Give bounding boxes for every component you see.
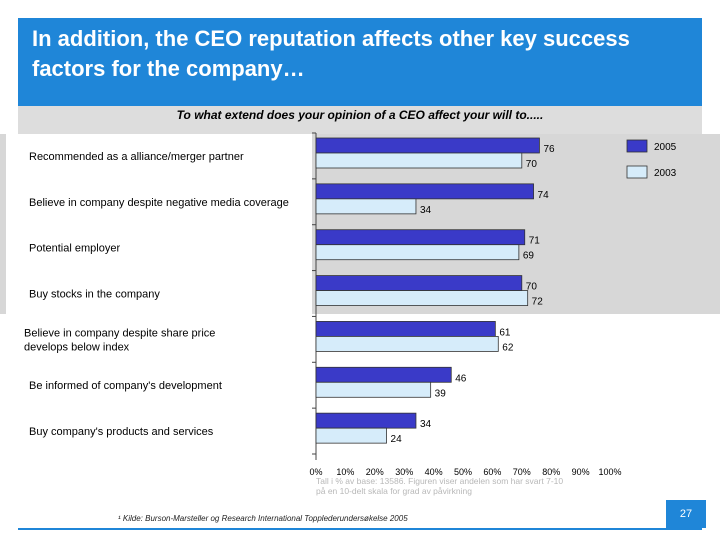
bar-2005 xyxy=(315,321,496,337)
legend-swatch xyxy=(626,139,648,153)
x-tick-label: 20% xyxy=(366,467,384,477)
data-label-2005: 61 xyxy=(499,327,511,338)
bar-2005 xyxy=(315,275,523,291)
data-label-2005: 46 xyxy=(455,373,467,384)
bar-2003 xyxy=(315,152,523,169)
category-label: Believe in company despite share price de… xyxy=(24,327,215,353)
x-tick-label: 10% xyxy=(336,467,354,477)
legend-label: 2003 xyxy=(654,168,677,179)
category-label: Potential employer xyxy=(29,243,120,255)
category-label: Buy company's products and services xyxy=(29,426,214,438)
bar-2005 xyxy=(315,412,417,429)
chart-question: To what extend does your opinion of a CE… xyxy=(18,106,702,134)
legend-label: 2005 xyxy=(654,142,677,153)
page-number: 27 xyxy=(666,500,706,528)
legend-swatch xyxy=(626,165,648,179)
title-banner: In addition, the CEO reputation affects … xyxy=(18,18,702,106)
data-label-2005: 76 xyxy=(543,144,555,155)
x-tick-label: 60% xyxy=(483,467,501,477)
bar-2003 xyxy=(315,244,520,261)
bar-2003 xyxy=(315,427,387,444)
data-label-2003: 34 xyxy=(420,205,432,216)
data-label-2005: 70 xyxy=(526,282,538,293)
x-tick-label: 0% xyxy=(309,467,322,477)
x-tick-label: 70% xyxy=(513,467,531,477)
category-label: Be informed of company's development xyxy=(29,380,222,392)
data-label-2005: 74 xyxy=(538,190,550,201)
x-tick-label: 40% xyxy=(425,467,443,477)
data-label-2005: 71 xyxy=(529,236,541,247)
data-label-2003: 62 xyxy=(502,342,514,353)
x-tick-label: 90% xyxy=(572,467,590,477)
x-tick-label: 80% xyxy=(542,467,560,477)
category-label: Recommended as a alliance/merger partner xyxy=(29,151,244,163)
label-panel xyxy=(6,134,312,314)
page-title: In addition, the CEO reputation affects … xyxy=(32,26,630,81)
footer-divider xyxy=(18,528,702,530)
category-label: Believe in company despite negative medi… xyxy=(29,197,289,209)
source-note: ¹ Kilde: Burson-Marsteller og Research I… xyxy=(118,514,408,523)
bar-2003 xyxy=(315,336,499,352)
bar-2005 xyxy=(315,366,452,383)
data-label-2003: 69 xyxy=(523,251,535,262)
x-tick-label: 50% xyxy=(454,467,472,477)
data-label-2003: 72 xyxy=(532,297,544,308)
bar-2005 xyxy=(315,137,540,154)
chart-note: Tall i % av base: 13586. Figuren viser a… xyxy=(316,476,564,496)
data-label-2003: 70 xyxy=(526,159,538,170)
bar-2005 xyxy=(315,183,534,200)
x-tick-label: 100% xyxy=(598,467,621,477)
category-label: Buy stocks in the company xyxy=(29,289,160,301)
data-label-2005: 34 xyxy=(420,419,432,430)
x-tick-label: 30% xyxy=(395,467,413,477)
data-label-2003: 24 xyxy=(391,434,403,445)
data-label-2003: 39 xyxy=(435,388,447,399)
bar-2003 xyxy=(315,198,417,215)
bar-2003 xyxy=(315,290,529,306)
bar-2005 xyxy=(315,229,526,246)
bar-2003 xyxy=(315,381,432,398)
